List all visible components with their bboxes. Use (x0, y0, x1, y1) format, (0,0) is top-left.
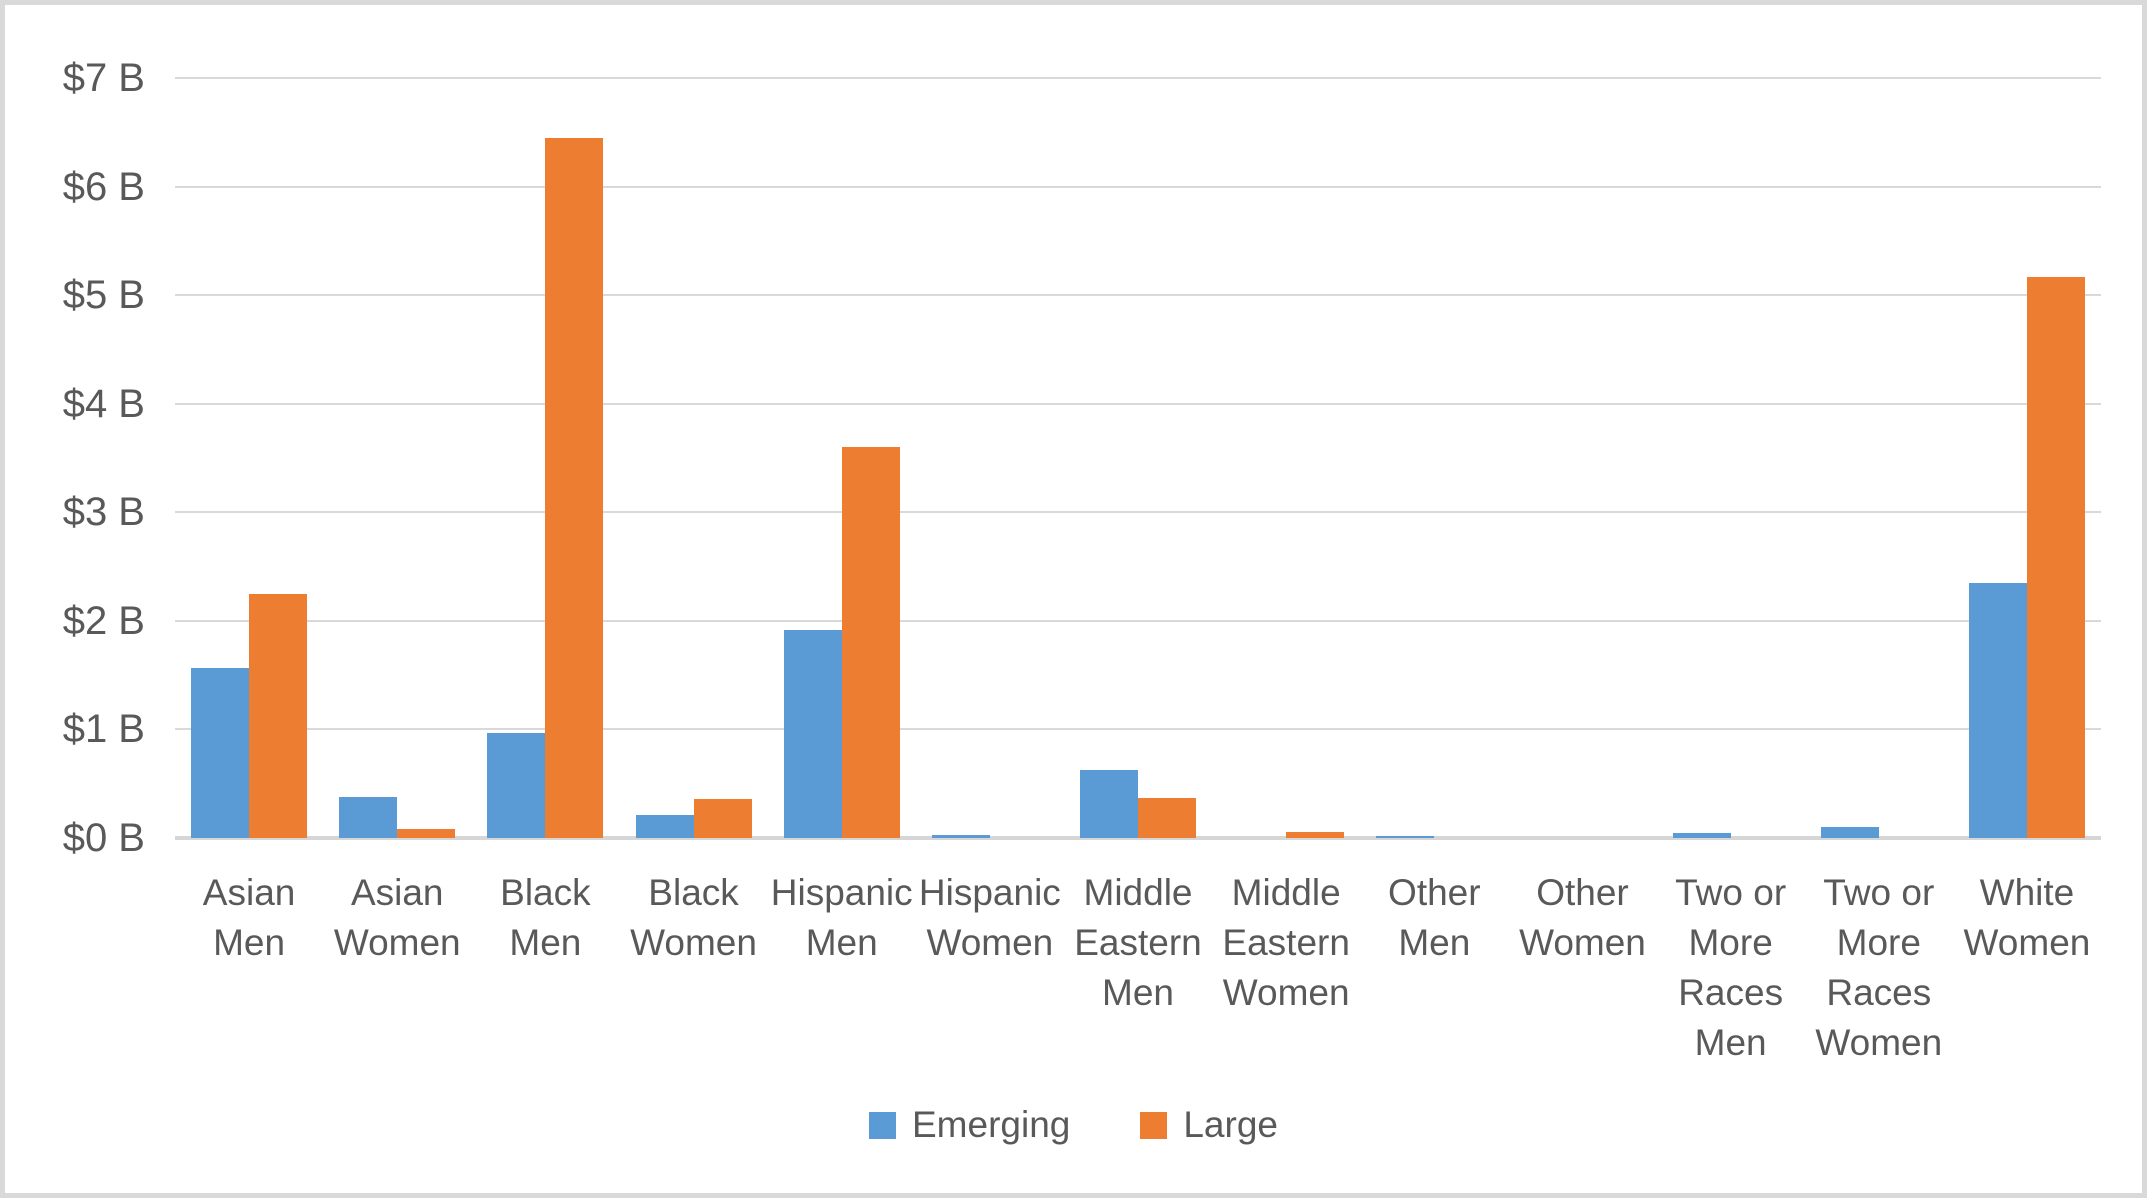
gridline (175, 77, 2101, 79)
gridline (175, 511, 2101, 514)
bar-emerging-white-women (1968, 582, 2027, 838)
y-axis-tick-label: $6 B (62, 164, 145, 209)
gridline (175, 402, 2101, 405)
bar-emerging-asian-men (191, 667, 250, 838)
x-axis-tick-label: Asian Women (333, 872, 461, 963)
x-axis-tick-label: White Women (1963, 872, 2091, 963)
bar-group-other-women (1508, 78, 1656, 838)
bar-group-two-or-more-races-women (1805, 78, 1953, 838)
bar-group-hispanic-women (916, 78, 1064, 838)
bar-large-asian-men (249, 593, 308, 838)
bar-large-middle-eastern-women (1286, 831, 1345, 838)
bar-group-white-women (1953, 78, 2101, 838)
gridline (175, 185, 2101, 188)
plot-area (175, 77, 2101, 840)
bar-large-black-men (545, 137, 604, 838)
x-axis-line (175, 836, 2101, 840)
x-axis-tick-label: Middle Eastern Women (1222, 872, 1350, 1013)
bar-large-white-women (2026, 276, 2085, 838)
legend-label: Emerging (912, 1104, 1071, 1145)
x-axis-tick-label: Two or More Races Women (1815, 872, 1943, 1063)
bar-large-asian-women (397, 829, 456, 838)
x-axis-tick-label: Other Men (1388, 872, 1481, 963)
legend-swatch-large (1140, 1111, 1168, 1139)
bar-emerging-hispanic-men (783, 629, 842, 838)
x-axis-tick-label: Two or More Races Men (1675, 872, 1787, 1063)
bar-emerging-middle-eastern-men (1080, 769, 1139, 838)
bar-group-middle-eastern-men (1064, 78, 1212, 838)
bar-large-middle-eastern-men (1138, 797, 1197, 838)
bar-emerging-asian-women (339, 796, 398, 838)
y-axis-tick-label: $3 B (62, 490, 145, 535)
bar-group-two-or-more-races-men (1657, 78, 1805, 838)
gridline (175, 294, 2101, 297)
bar-emerging-hispanic-women (931, 834, 990, 838)
y-axis-tick-label: $1 B (62, 707, 145, 752)
bar-group-other-men (1360, 78, 1508, 838)
bar-large-hispanic-men (841, 447, 900, 838)
y-axis-tick-label: $4 B (62, 381, 145, 426)
x-axis-tick-label: Asian Men (202, 872, 296, 963)
x-axis-tick-label: Black Men (500, 872, 591, 963)
x-axis-tick-label: Hispanic Men (770, 872, 913, 963)
legend-item-emerging: Emerging (869, 1103, 1070, 1147)
y-axis-tick-label: $7 B (62, 56, 145, 100)
bar-emerging-two-or-more-races-men (1672, 832, 1731, 838)
x-axis-tick-label: Hispanic Women (918, 872, 1061, 963)
legend-swatch-emerging (869, 1111, 896, 1139)
legend-label: Large (1183, 1104, 1278, 1145)
bar-large-black-women (693, 798, 752, 838)
gridline (175, 728, 2101, 731)
bar-group-black-women (619, 78, 767, 838)
bar-group-hispanic-men (768, 78, 916, 838)
bar-emerging-black-women (635, 815, 694, 838)
bar-emerging-two-or-more-races-women (1820, 827, 1879, 838)
x-axis-tick-label: Other Women (1519, 872, 1646, 963)
bar-emerging-black-men (487, 732, 546, 838)
legend-item-large: Large (1140, 1103, 1278, 1147)
y-axis-tick-label: $5 B (62, 273, 145, 318)
x-axis-labels: Asian Men Asian Women Black Men Black Women… (175, 868, 2101, 1068)
bar-group-asian-women (323, 78, 471, 838)
y-axis-tick-label: $2 B (62, 598, 145, 643)
bar-emerging-other-men (1376, 835, 1435, 838)
bar-group-middle-eastern-women (1212, 78, 1360, 838)
x-axis-tick-label: Middle Eastern Men (1074, 872, 1202, 1013)
x-axis-tick-label: Black Women (630, 872, 757, 963)
bar-group-black-men (471, 78, 619, 838)
bar-groups (175, 78, 2101, 838)
bar-group-asian-men (175, 78, 323, 838)
legend: Emerging Large (5, 1103, 2142, 1147)
gridline (175, 619, 2101, 622)
y-axis-tick-label: $0 B (62, 816, 145, 860)
